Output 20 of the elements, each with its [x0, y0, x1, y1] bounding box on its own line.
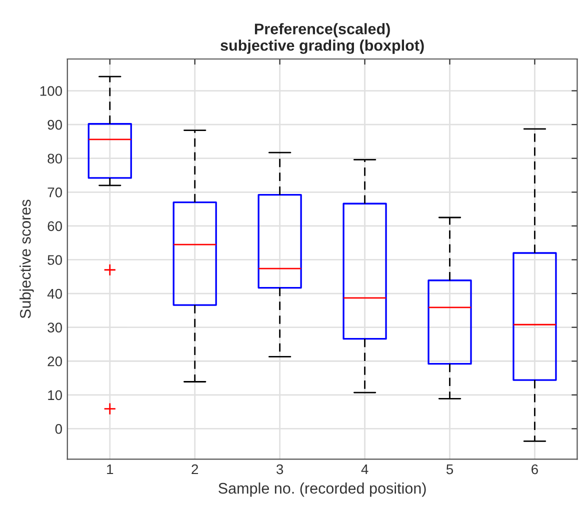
y-tick-label: 0	[55, 424, 62, 434]
x-tick-label: 6	[532, 464, 538, 474]
y-tick-label: 60	[48, 221, 62, 232]
y-tick-label: 80	[48, 154, 62, 164]
x-tick-label: 3	[276, 464, 284, 474]
x-tick-label: 4	[361, 464, 368, 474]
x-tick-label: 5	[446, 464, 454, 474]
x-axis-title: Sample no. (recorded position)	[218, 482, 426, 497]
y-tick-label: 70	[48, 187, 62, 198]
y-axis-title: Subjective scores	[20, 200, 34, 318]
y-tick-label: 20	[48, 356, 62, 366]
y-tick-label: 30	[48, 322, 62, 332]
y-tick-label: 50	[48, 255, 62, 265]
y-tick-label: 100	[40, 86, 62, 96]
y-tick-label: 10	[48, 390, 62, 400]
y-tick-label: 40	[47, 288, 62, 299]
x-tick-label: 1	[107, 464, 114, 474]
chart-title: Preference(scaled) subjective grading (boxplot)	[220, 23, 424, 54]
y-tick-label: 90	[48, 120, 62, 130]
x-tick-label: 2	[192, 464, 198, 474]
